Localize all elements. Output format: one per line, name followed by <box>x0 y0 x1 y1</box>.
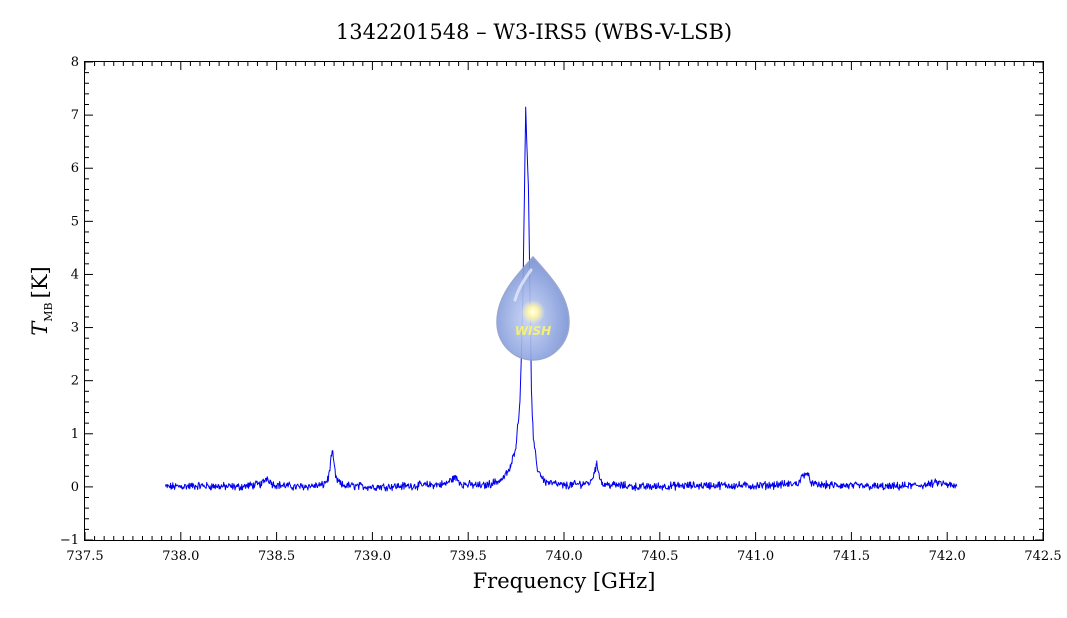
y-tick-label: 8 <box>71 55 79 70</box>
x-tick-label: 742.0 <box>929 549 966 564</box>
y-tick-label: 7 <box>71 108 79 123</box>
y-tick-label: −1 <box>60 533 79 548</box>
spectrum-series <box>164 106 958 492</box>
x-tick-label: 739.5 <box>450 549 487 564</box>
axis-ticks <box>84 61 1044 541</box>
spectrum-line <box>164 106 958 492</box>
y-tick-label: 4 <box>71 267 79 282</box>
wish-logo: WISH <box>496 255 570 361</box>
y-tick-label: 2 <box>71 374 79 389</box>
svg-text:TMB[K]: TMB [K] <box>28 266 55 335</box>
x-tick-label: 738.0 <box>162 549 199 564</box>
x-tick-label: 740.5 <box>641 549 678 564</box>
logo-text: WISH <box>515 324 551 338</box>
x-tick-label: 737.5 <box>66 549 103 564</box>
x-tick-label: 742.5 <box>1024 549 1061 564</box>
x-tick-label: 741.5 <box>833 549 870 564</box>
x-axis-label: Frequency [GHz] <box>473 569 656 593</box>
chart-title: 1342201548 – W3-IRS5 (WBS-V-LSB) <box>336 20 732 44</box>
x-tick-label: 738.5 <box>258 549 295 564</box>
y-tick-label: 0 <box>71 480 79 495</box>
y-tick-labels: −1 0 1 2 3 4 5 6 7 8 <box>60 55 79 548</box>
y-axis-label-sub: MB <box>42 302 55 321</box>
x-tick-label: 739.0 <box>354 549 391 564</box>
y-tick-label: 6 <box>71 161 79 176</box>
x-tick-label: 741.0 <box>737 549 774 564</box>
y-tick-label: 1 <box>71 427 79 442</box>
y-axis-label: TMB [K] <box>28 266 55 335</box>
x-tick-label: 740.0 <box>545 549 582 564</box>
y-axis-label-main: T <box>28 320 52 336</box>
x-tick-labels: 737.5 738.0 738.5 739.0 739.5 740.0 740.5 741.0… <box>66 549 1061 564</box>
y-tick-label: 5 <box>71 214 79 229</box>
y-tick-label: 3 <box>71 321 79 336</box>
plot-frame <box>84 61 1044 541</box>
y-axis-label-unit: [K] <box>28 266 52 298</box>
